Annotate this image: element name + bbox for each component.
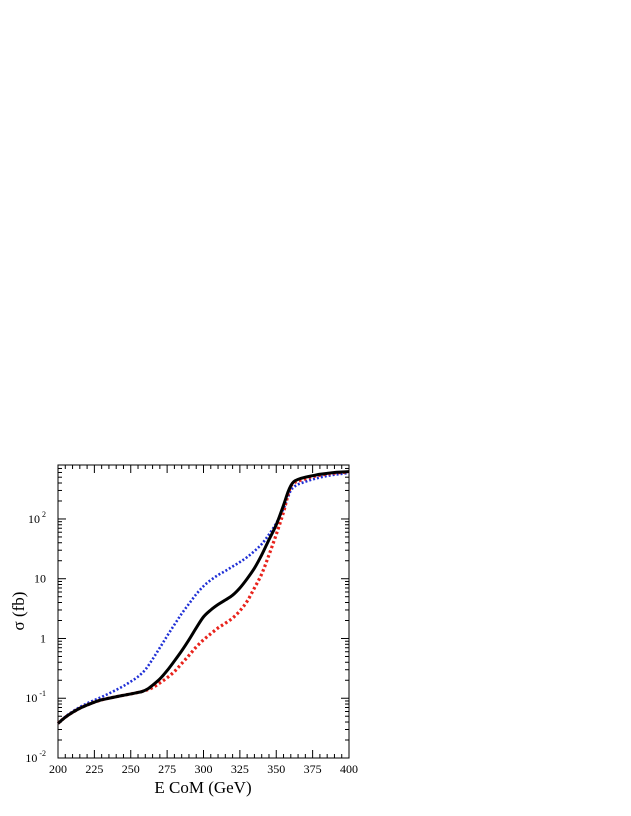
series-layer — [56, 470, 350, 725]
x-axis-title: E CoM (GeV) — [154, 778, 251, 797]
x-tick-label: 400 — [340, 762, 358, 776]
y-tick-label: 10 — [34, 572, 46, 586]
y-tick-labels: 10 -2 10 -1 1 10 10 2 — [25, 510, 46, 765]
y-tick-label: 10 2 — [28, 510, 46, 526]
series-line-1 — [57, 470, 350, 725]
x-tick-label: 250 — [122, 762, 140, 776]
y-tick-label: 1 — [40, 631, 46, 645]
series-line-2 — [56, 470, 350, 725]
x-tick-label: 300 — [195, 762, 213, 776]
x-tick-label: 225 — [85, 762, 103, 776]
y-axis-title: σ (fb) — [9, 592, 28, 631]
x-tick-label: 375 — [304, 762, 322, 776]
x-tick-label: 350 — [267, 762, 285, 776]
x-tick-labels: 200 225 250 275 300 325 350 375 400 — [49, 762, 358, 776]
y-tick-label: 10 -2 — [25, 749, 46, 765]
y-tick-label: 10 -1 — [25, 689, 46, 705]
series-line-3 — [57, 471, 350, 725]
axis-ticks — [57, 464, 350, 759]
x-tick-label: 200 — [49, 762, 67, 776]
x-tick-label: 325 — [231, 762, 249, 776]
plot-frame — [57, 464, 350, 759]
x-tick-label: 275 — [158, 762, 176, 776]
